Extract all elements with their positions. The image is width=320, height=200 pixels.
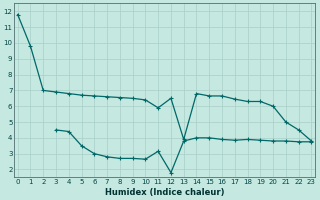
X-axis label: Humidex (Indice chaleur): Humidex (Indice chaleur) — [105, 188, 224, 197]
